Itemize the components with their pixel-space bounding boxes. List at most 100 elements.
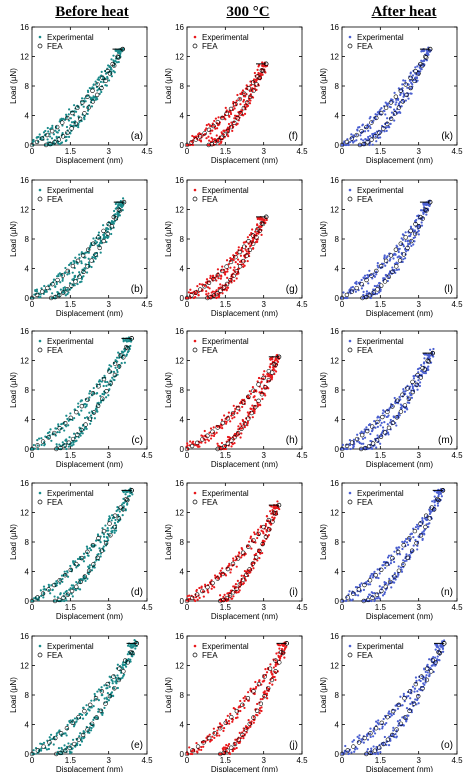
y-tick-label: 0 xyxy=(25,597,30,606)
experimental-point xyxy=(257,528,260,531)
fea-point xyxy=(252,404,258,410)
experimental-point xyxy=(388,710,391,713)
experimental-point xyxy=(243,569,246,573)
experimental-point xyxy=(378,728,381,731)
fea-point xyxy=(254,235,259,240)
experimental-point xyxy=(384,588,388,591)
experimental-point xyxy=(107,529,110,532)
experimental-point xyxy=(61,291,64,294)
experimental-point xyxy=(389,428,392,431)
fea-point xyxy=(383,258,389,264)
experimental-point xyxy=(72,443,75,446)
y-tick-label: 16 xyxy=(20,632,29,641)
experimental-point xyxy=(89,549,93,552)
y-tick-label: 0 xyxy=(25,141,30,150)
experimental-point xyxy=(209,437,213,440)
fea-point xyxy=(228,124,234,130)
fea-point xyxy=(212,140,218,145)
fea-point xyxy=(109,224,115,229)
experimental-point xyxy=(411,85,414,88)
experimental-point xyxy=(102,384,105,388)
fea-point xyxy=(392,574,397,579)
experimental-point xyxy=(434,648,437,651)
experimental-point xyxy=(225,597,228,601)
fea-point xyxy=(108,381,113,386)
experimental-point xyxy=(402,245,405,248)
fea-point xyxy=(237,582,243,587)
fea-point xyxy=(385,737,391,742)
experimental-point xyxy=(371,277,374,280)
fea-point xyxy=(414,382,420,388)
experimental-point xyxy=(369,432,372,436)
experimental-point xyxy=(239,402,242,405)
experimental-point xyxy=(105,384,108,387)
experimental-point xyxy=(195,750,199,753)
legend-marker-experimental xyxy=(193,339,197,343)
experimental-point xyxy=(392,257,395,260)
experimental-point xyxy=(382,109,385,112)
legend-label-experimental: Experimental xyxy=(357,33,404,42)
experimental-point xyxy=(79,434,82,437)
experimental-point xyxy=(91,86,94,89)
fea-point xyxy=(365,428,370,434)
experimental-point xyxy=(414,698,417,701)
fea-point xyxy=(228,106,234,112)
experimental-point xyxy=(99,80,103,83)
x-tick-label: 0 xyxy=(340,147,345,156)
experimental-point xyxy=(230,121,233,124)
fea-point xyxy=(39,136,45,141)
fea-point xyxy=(404,92,409,98)
fea-point xyxy=(247,721,252,726)
experimental-point xyxy=(383,277,386,280)
fea-point xyxy=(85,264,90,269)
experimental-point xyxy=(437,493,441,496)
fea-point xyxy=(189,140,194,145)
experimental-point xyxy=(127,340,130,343)
fea-point xyxy=(70,110,75,116)
experimental-point xyxy=(253,71,256,75)
experimental-point xyxy=(244,695,247,698)
experimental-point xyxy=(229,571,232,574)
fea-point xyxy=(128,649,134,655)
x-axis-label: Displacement (nm) xyxy=(211,612,278,621)
fea-point xyxy=(103,701,108,706)
experimental-point xyxy=(98,380,102,383)
experimental-point xyxy=(197,291,200,294)
experimental-point xyxy=(414,538,417,542)
experimental-point xyxy=(392,415,396,418)
experimental-point xyxy=(402,390,405,393)
fea-point xyxy=(267,666,273,671)
y-tick-label: 0 xyxy=(25,750,30,759)
experimental-point xyxy=(376,264,379,267)
experimental-point xyxy=(99,239,102,242)
y-tick-label: 0 xyxy=(180,294,185,303)
x-tick-label: 3 xyxy=(106,300,111,309)
experimental-point xyxy=(368,124,371,128)
fea-point xyxy=(29,751,35,757)
x-tick-label: 0 xyxy=(30,603,35,612)
fea-points xyxy=(339,350,435,452)
experimental-point xyxy=(46,138,49,141)
experimental-point xyxy=(48,585,51,588)
experimental-point xyxy=(397,268,401,271)
experimental-point xyxy=(233,747,236,750)
experimental-point xyxy=(58,431,61,434)
fea-point xyxy=(123,344,129,350)
fea-point xyxy=(116,516,122,521)
fea-point xyxy=(211,293,217,298)
experimental-point xyxy=(365,290,369,293)
experimental-point xyxy=(379,442,382,445)
experimental-point xyxy=(256,238,259,241)
fea-point xyxy=(215,576,220,581)
experimental-point xyxy=(106,686,109,690)
y-tick-label: 4 xyxy=(180,112,185,121)
experimental-point xyxy=(77,405,80,408)
fea-point xyxy=(90,543,96,548)
fea-point xyxy=(85,397,90,403)
experimental-point xyxy=(416,65,419,68)
fea-point xyxy=(198,134,203,139)
experimental-point xyxy=(88,709,91,712)
